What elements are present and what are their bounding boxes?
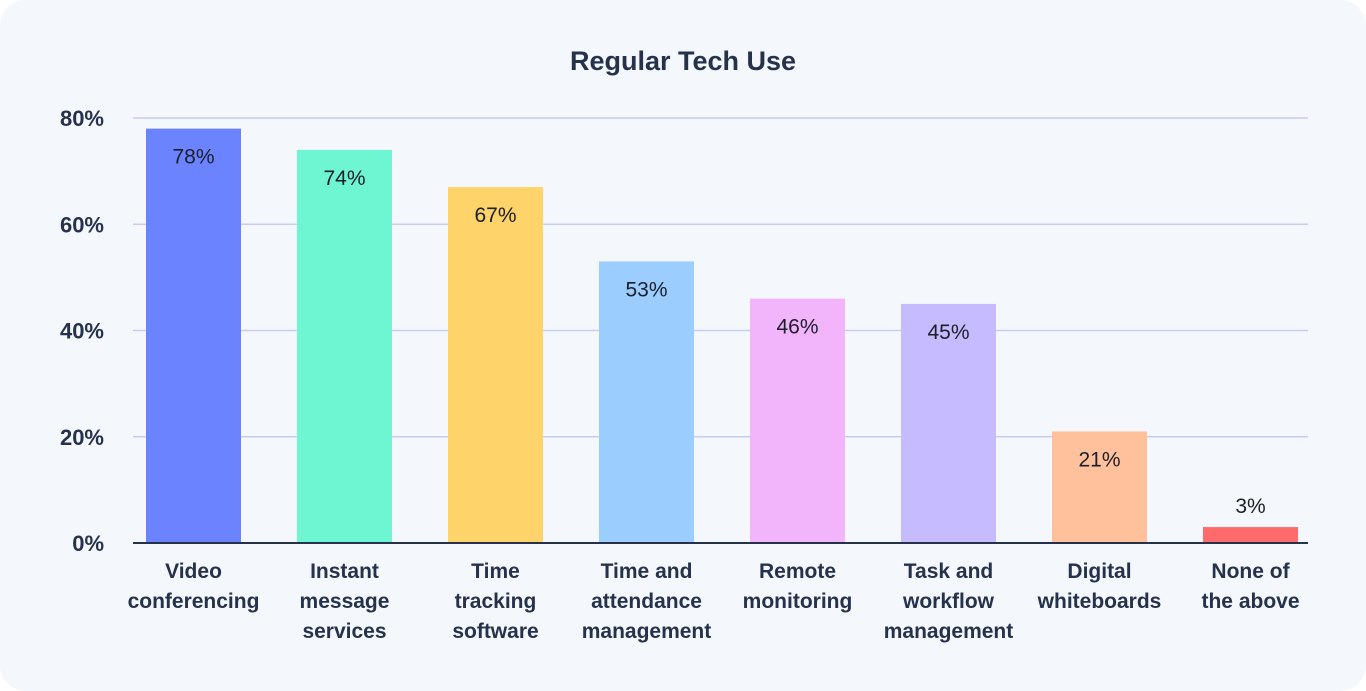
x-tick-label: Time tracking software bbox=[452, 560, 538, 643]
x-tick-label: Instant message services bbox=[300, 560, 390, 643]
y-tick-label: 40% bbox=[60, 319, 104, 344]
data-label: 53% bbox=[625, 278, 667, 301]
data-label: 21% bbox=[1078, 448, 1120, 471]
y-tick-label: 80% bbox=[60, 106, 104, 131]
data-labels: 78% 74% 67% 53% 46% 45% 21% 3% bbox=[172, 146, 1265, 518]
data-label: 46% bbox=[776, 316, 818, 339]
x-tick-label: Time and attendance management bbox=[582, 560, 712, 643]
y-tick-label: 20% bbox=[60, 425, 104, 450]
data-label: 67% bbox=[474, 204, 516, 227]
data-label: 78% bbox=[172, 146, 214, 169]
y-axis-ticks: 0% 20% 40% 60% 80% bbox=[60, 106, 104, 556]
x-tick-label: Digital whiteboards bbox=[1037, 560, 1162, 613]
data-label: 74% bbox=[323, 167, 365, 190]
bar bbox=[901, 303, 996, 543]
bar bbox=[750, 298, 845, 543]
bar bbox=[297, 149, 392, 543]
x-axis-ticks: Video conferencing Instant message services T… bbox=[128, 560, 1300, 643]
x-tick-label: Remote monitoring bbox=[743, 560, 853, 613]
bar bbox=[1052, 431, 1147, 543]
bar bbox=[1203, 527, 1298, 543]
y-tick-label: 60% bbox=[60, 212, 104, 237]
x-tick-label: None of the above bbox=[1201, 560, 1299, 613]
bar bbox=[599, 261, 694, 543]
bar bbox=[448, 187, 543, 543]
y-tick-label: 0% bbox=[72, 531, 104, 556]
x-tick-label: Video conferencing bbox=[128, 560, 260, 613]
x-tick-label: Task and workflow management bbox=[884, 560, 1014, 643]
bars bbox=[146, 128, 1298, 543]
data-label: 3% bbox=[1235, 495, 1265, 518]
bar bbox=[146, 128, 241, 543]
chart-title: Regular Tech Use bbox=[570, 46, 796, 76]
data-label: 45% bbox=[927, 321, 969, 344]
